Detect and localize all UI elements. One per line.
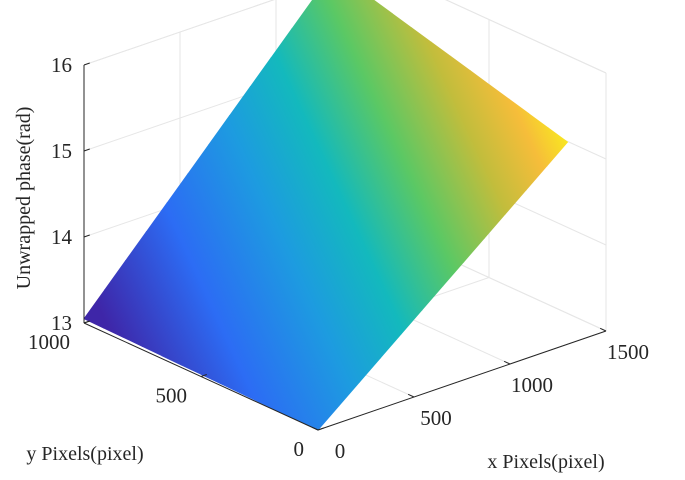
surface — [83, 0, 569, 431]
y-tick-mark — [317, 427, 324, 431]
z-tick-mark — [83, 62, 90, 66]
x-tick-mark — [407, 393, 415, 398]
z-tick-label: 15 — [51, 139, 72, 163]
z-tick-mark — [83, 320, 90, 324]
x-tick-mark — [599, 327, 607, 332]
x-axis-line — [317, 330, 607, 431]
x-tick-label: 500 — [420, 406, 452, 430]
box-edge-back-top — [83, 0, 275, 66]
x-tick-mark — [311, 426, 319, 431]
x-tick-mark — [503, 360, 511, 365]
x-tick-label: 1500 — [607, 340, 649, 364]
axes — [83, 62, 607, 431]
box-edge-side-top — [445, 0, 607, 74]
x-tick-label: 0 — [335, 439, 346, 463]
z-tick-label: 16 — [51, 53, 72, 77]
y-axis-label: y Pixels(pixel) — [26, 443, 143, 465]
x-axis-label: x Pixels(pixel) — [487, 451, 604, 473]
y-tick-label: 500 — [156, 384, 188, 408]
y-tick-label: 0 — [294, 437, 305, 461]
y-tick-label: 1000 — [28, 330, 70, 354]
z-tick-mark — [83, 148, 90, 152]
z-tick-mark — [83, 234, 90, 238]
z-axis-label: Unwrapped phase(rad) — [13, 107, 35, 290]
z-tick-label: 13 — [51, 311, 72, 335]
x-tick-label: 1000 — [511, 373, 553, 397]
y-tick-mark — [200, 374, 207, 377]
z-tick-label: 14 — [51, 225, 73, 249]
